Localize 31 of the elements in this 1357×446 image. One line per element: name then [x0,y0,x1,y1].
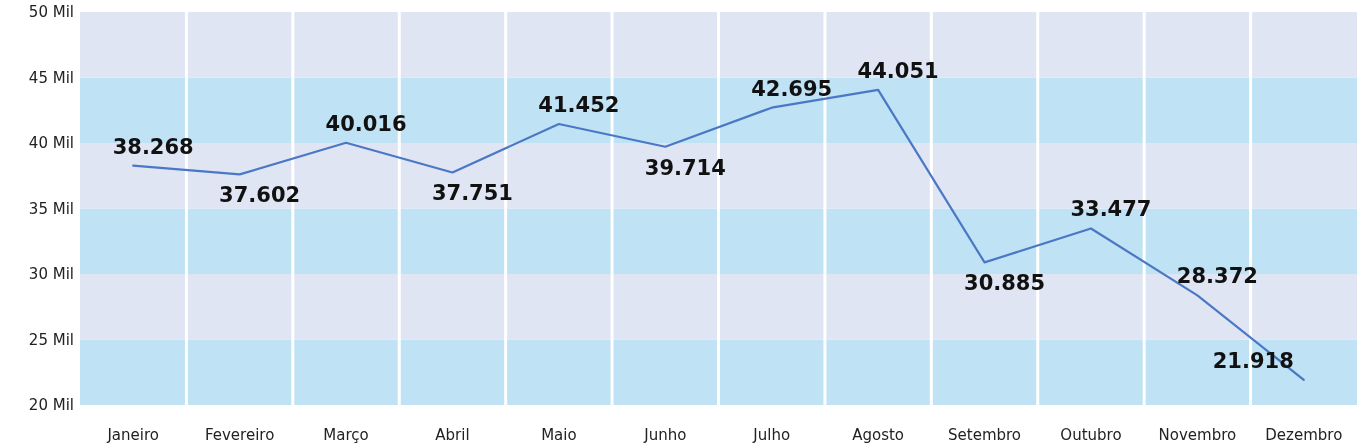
data-label: 21.918 [1212,348,1294,373]
data-label: 41.452 [538,92,620,117]
y-tick-label: 40 Mil [28,134,74,153]
x-tick-label: Dezembro [1265,425,1343,444]
y-tick-label: 25 Mil [28,330,74,349]
data-label: 37.751 [431,181,513,206]
y-tick-label: 45 Mil [28,68,74,87]
x-tick-label: Maio [541,425,577,444]
x-tick-label: Agosto [852,425,905,444]
data-label: 42.695 [751,76,833,101]
x-tick-label: Abril [435,425,470,444]
x-tick-label: Fevereiro [204,425,275,444]
data-label: 30.885 [964,271,1046,296]
x-tick-label: Novembro [1158,425,1237,444]
y-tick-label: 50 Mil [28,3,74,22]
x-tick-label: Março [323,425,369,444]
data-label: 33.477 [1070,197,1152,222]
data-label: 40.016 [325,111,407,136]
x-tick-label: Setembro [948,425,1022,444]
x-tick-label: Julho [752,425,791,444]
y-tick-label: 35 Mil [28,199,74,218]
x-tick-label: Outubro [1060,425,1122,444]
x-tick-label: Junho [643,425,687,444]
y-tick-label: 30 Mil [28,265,74,284]
x-tick-label: Janeiro [106,425,159,444]
data-label: 39.714 [644,155,726,180]
data-label: 38.268 [112,134,194,159]
data-label: 37.602 [219,183,301,208]
data-label: 44.051 [857,58,939,83]
data-label: 28.372 [1176,264,1258,289]
y-tick-label: 20 Mil [28,396,74,415]
